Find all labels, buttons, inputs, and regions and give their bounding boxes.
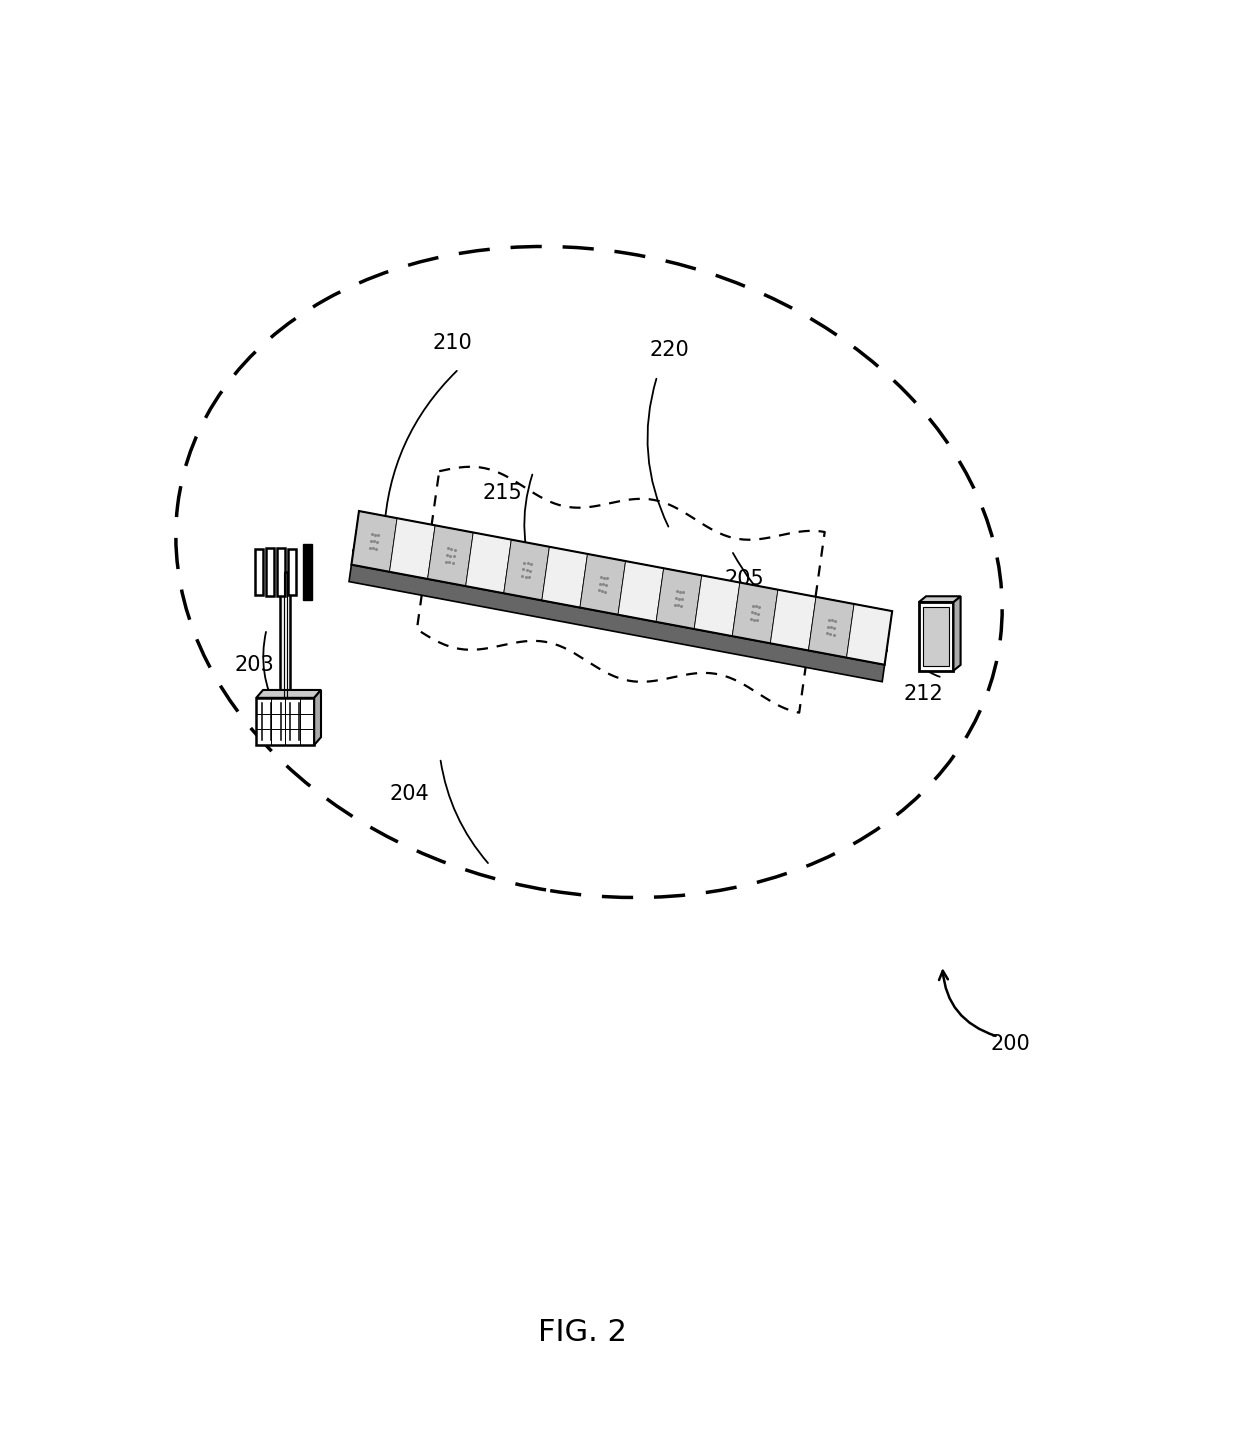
Polygon shape	[770, 589, 816, 651]
Text: 220: 220	[650, 340, 689, 360]
Polygon shape	[466, 532, 511, 593]
Text: 200: 200	[991, 1034, 1030, 1054]
Bar	[919, 602, 954, 671]
Polygon shape	[503, 539, 549, 601]
Text: 204: 204	[389, 784, 429, 804]
Polygon shape	[808, 596, 854, 658]
Polygon shape	[389, 518, 435, 579]
Text: 215: 215	[482, 483, 522, 503]
Polygon shape	[954, 596, 961, 671]
Polygon shape	[656, 568, 702, 629]
Polygon shape	[428, 525, 474, 586]
Polygon shape	[542, 546, 588, 608]
Text: 210: 210	[433, 333, 472, 353]
Bar	[257, 698, 314, 745]
Polygon shape	[694, 575, 740, 636]
Bar	[303, 545, 311, 599]
Bar	[923, 606, 950, 666]
Bar	[255, 549, 263, 595]
Bar	[280, 572, 290, 698]
Bar	[288, 549, 296, 595]
Polygon shape	[348, 565, 884, 682]
Polygon shape	[257, 691, 321, 698]
Text: FIG. 2: FIG. 2	[538, 1318, 627, 1347]
Polygon shape	[580, 553, 625, 615]
Bar	[277, 549, 285, 596]
Polygon shape	[847, 603, 892, 665]
Text: 212: 212	[904, 684, 944, 704]
Text: 203: 203	[234, 655, 274, 675]
Polygon shape	[351, 511, 397, 572]
Text: 205: 205	[724, 569, 764, 589]
Polygon shape	[919, 596, 961, 602]
Polygon shape	[314, 691, 321, 745]
Bar	[267, 548, 274, 596]
Polygon shape	[618, 561, 663, 622]
Polygon shape	[733, 582, 777, 644]
